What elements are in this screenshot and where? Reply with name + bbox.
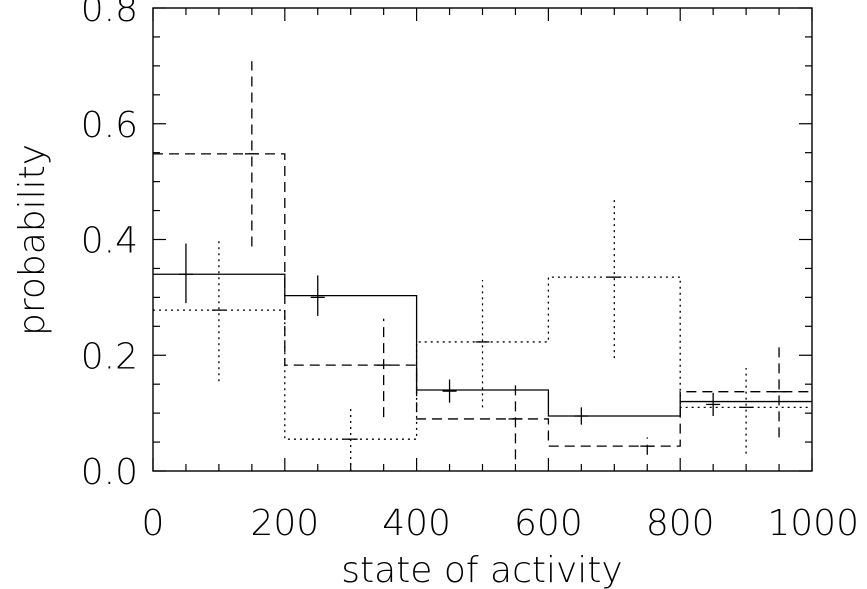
x-tick-label: 200: [250, 503, 319, 544]
y-tick-label: 0.4: [81, 221, 138, 262]
tick-labels: 0 200 400 600 800 1000 0.0 0.2 0.4 0.6 0.8: [81, 0, 859, 544]
series-dotted-histogram: [153, 276, 812, 440]
x-tick-label: 1000: [767, 503, 859, 544]
x-tick-label: 0: [142, 503, 165, 544]
x-tick-label: 800: [646, 503, 715, 544]
x-tick-label: 400: [382, 503, 451, 544]
y-tick-label: 0.6: [81, 105, 138, 146]
plot-area: [153, 61, 812, 471]
series-dashed-histogram: [153, 153, 812, 447]
y-tick-label: 0.0: [81, 452, 138, 493]
axis-ticks: [152, 7, 813, 472]
y-tick-label: 0.8: [81, 0, 138, 30]
y-tick-label: 0.2: [81, 336, 138, 377]
x-tick-label: 600: [514, 503, 583, 544]
y-axis-label: probability: [12, 144, 53, 336]
x-axis-label: state of activity: [341, 550, 622, 589]
